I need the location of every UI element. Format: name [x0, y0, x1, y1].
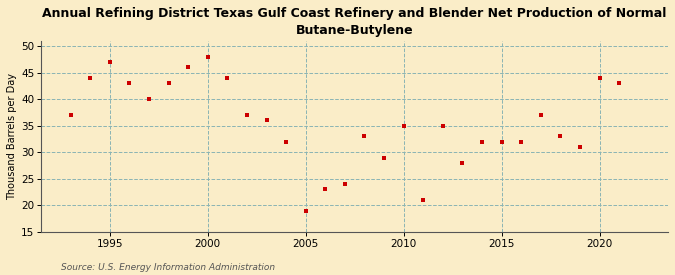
Title: Annual Refining District Texas Gulf Coast Refinery and Blender Net Production of: Annual Refining District Texas Gulf Coas… — [43, 7, 667, 37]
Point — [535, 113, 546, 117]
Point — [320, 187, 331, 192]
Point — [614, 81, 624, 86]
Point — [594, 76, 605, 80]
Point — [496, 139, 507, 144]
Point — [242, 113, 252, 117]
Point — [300, 208, 311, 213]
Point — [418, 198, 429, 202]
Point — [477, 139, 487, 144]
Point — [398, 123, 409, 128]
Y-axis label: Thousand Barrels per Day: Thousand Barrels per Day — [7, 73, 17, 200]
Point — [65, 113, 76, 117]
Point — [124, 81, 135, 86]
Point — [261, 118, 272, 123]
Point — [163, 81, 174, 86]
Text: Source: U.S. Energy Information Administration: Source: U.S. Energy Information Administ… — [61, 263, 275, 272]
Point — [202, 55, 213, 59]
Point — [555, 134, 566, 139]
Point — [379, 155, 389, 160]
Point — [281, 139, 292, 144]
Point — [144, 97, 155, 101]
Point — [105, 60, 115, 64]
Point — [574, 145, 585, 149]
Point — [516, 139, 526, 144]
Point — [437, 123, 448, 128]
Point — [183, 65, 194, 70]
Point — [340, 182, 350, 186]
Point — [222, 76, 233, 80]
Point — [85, 76, 96, 80]
Point — [359, 134, 370, 139]
Point — [457, 161, 468, 165]
